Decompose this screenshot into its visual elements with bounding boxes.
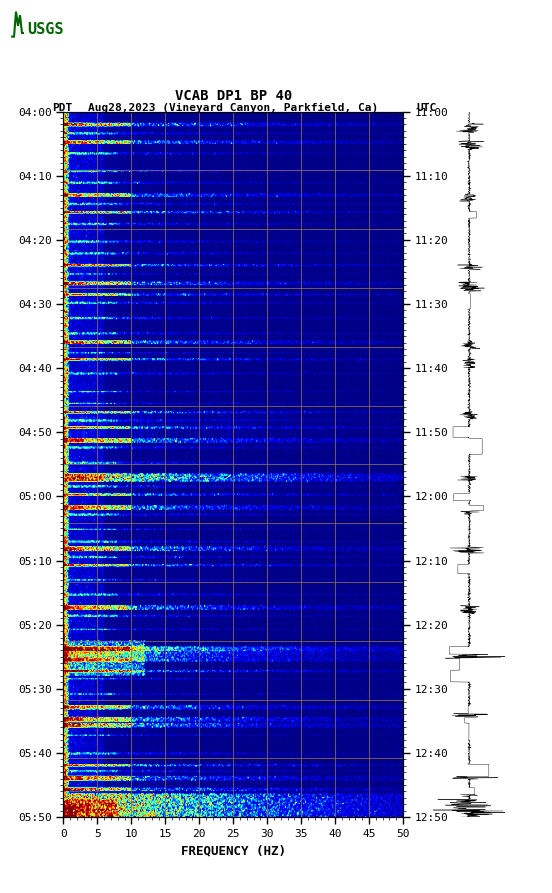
Text: UTC: UTC (417, 104, 437, 113)
Text: VCAB DP1 BP 40: VCAB DP1 BP 40 (174, 88, 292, 103)
X-axis label: FREQUENCY (HZ): FREQUENCY (HZ) (181, 845, 286, 857)
Text: PDT: PDT (52, 104, 73, 113)
Text: USGS: USGS (27, 22, 63, 37)
Text: Aug28,2023 (Vineyard Canyon, Parkfield, Ca): Aug28,2023 (Vineyard Canyon, Parkfield, … (88, 104, 378, 113)
